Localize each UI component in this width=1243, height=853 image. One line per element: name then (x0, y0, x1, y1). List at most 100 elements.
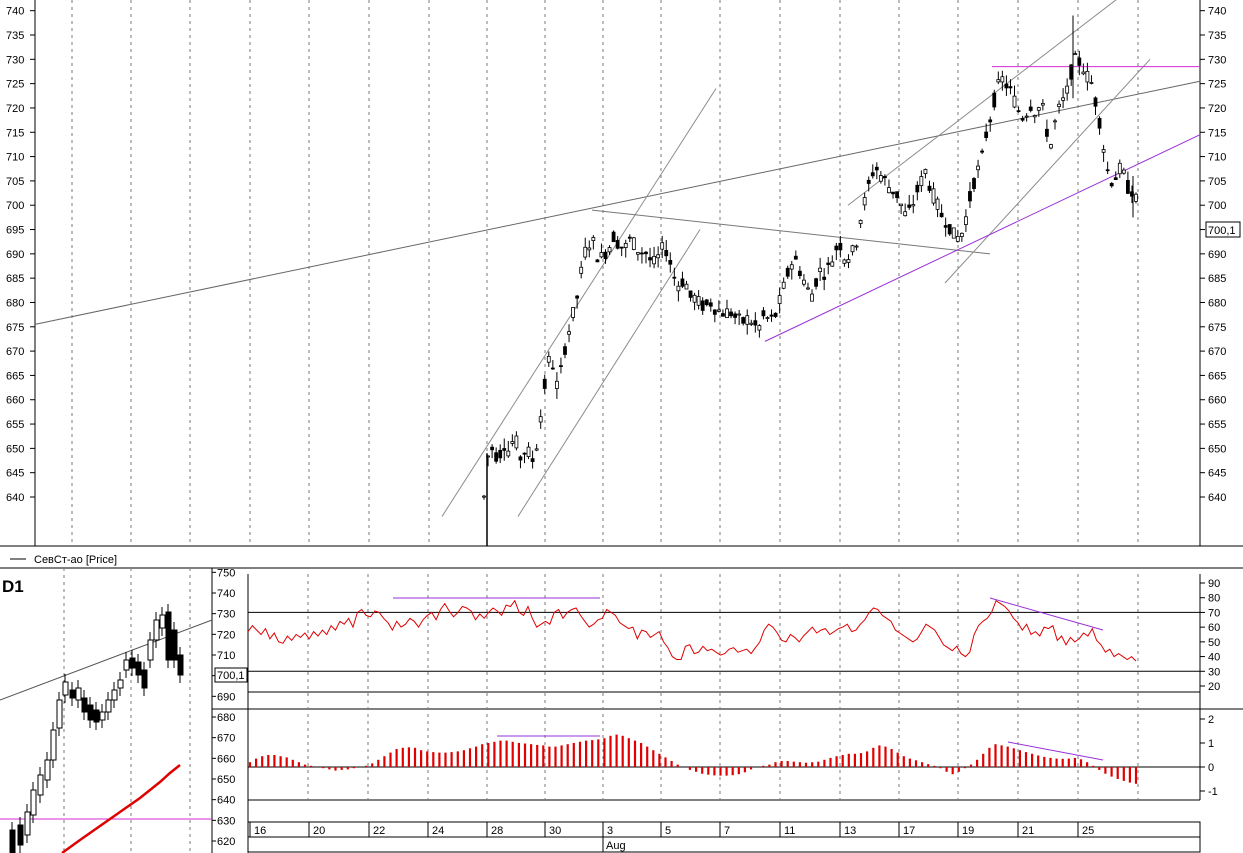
candle-body (1032, 115, 1037, 118)
candle-body (733, 313, 737, 318)
candle-body (1101, 149, 1106, 153)
candle-body (1053, 120, 1057, 123)
candle-body (878, 175, 883, 182)
candle-body (785, 267, 790, 277)
mini-price-marker: 700,1 (214, 667, 248, 683)
candle-body (546, 355, 551, 363)
date-tick-label: 7 (724, 825, 730, 837)
date-tick-label: 25 (1082, 825, 1094, 837)
mini-axis-label: 750 (217, 567, 235, 579)
mini-axis-label: 680 (217, 712, 235, 724)
candle-body (1085, 70, 1090, 83)
date-tick-label: 16 (254, 825, 266, 837)
date-tick-label: 13 (844, 825, 856, 837)
mini-axis-label: 650 (217, 774, 235, 786)
candle-body (1040, 103, 1045, 106)
candle-body (640, 252, 644, 255)
candle-body (635, 252, 640, 255)
mini-candle-body (123, 659, 130, 671)
candle-body (1069, 64, 1074, 80)
candle-body (506, 450, 511, 457)
candle-body (806, 287, 810, 290)
trendlines (34, 0, 1201, 517)
candle-body (789, 264, 794, 270)
price-tick-label-left: 695 (6, 225, 24, 237)
candle-body (887, 187, 891, 194)
candle-body (1134, 193, 1138, 202)
mini-candle-body (141, 669, 148, 689)
candle-body (534, 448, 539, 451)
candle-body (911, 204, 916, 207)
mini-candle-body (44, 759, 51, 781)
price-tick-label-right: 680 (1208, 297, 1226, 309)
price-tick-label-left: 685 (6, 273, 24, 285)
candle-body (854, 245, 859, 248)
macd-divergence-line (1007, 741, 1104, 761)
candle-body (579, 266, 584, 274)
candle-body (968, 191, 972, 202)
date-tick-label: 5 (665, 825, 671, 837)
candle-body (615, 240, 620, 249)
candle-body (721, 313, 725, 317)
price-tick-label-left: 735 (6, 30, 24, 42)
rsi-divergence-line (989, 597, 1104, 631)
price-tick-label-right: 735 (1208, 30, 1226, 42)
candle-body (664, 250, 669, 257)
candle-body (668, 260, 673, 265)
price-tick-label-right: 665 (1208, 370, 1226, 382)
mini-axis-label: 660 (217, 753, 235, 765)
candle-body (757, 325, 762, 331)
candle-body (980, 150, 985, 153)
candle-body (943, 225, 948, 228)
candle-body (842, 259, 847, 264)
candle-body (907, 204, 912, 208)
candle-body (595, 259, 600, 263)
mini-candle-body (99, 711, 106, 721)
mini-candle-body (62, 681, 69, 696)
candle-body (1073, 53, 1078, 56)
rsi-tick-label: 60 (1208, 622, 1220, 634)
price-tick-label-left: 680 (6, 297, 24, 309)
candle-body (591, 237, 596, 241)
candle-body (874, 166, 879, 171)
candle-body (834, 245, 839, 251)
mini-axis-label: 670 (217, 733, 235, 745)
timeframe-label: D1 (2, 577, 24, 596)
date-tick-label: 30 (549, 825, 561, 837)
mini-candle-body (24, 811, 31, 836)
macd-tick-label: 1 (1208, 738, 1214, 750)
candle-body (530, 458, 535, 462)
price-tick-label-right: 640 (1208, 492, 1226, 504)
candle-body (716, 309, 721, 312)
mini-candle-body (117, 679, 124, 689)
mini-axis-label: 620 (217, 836, 235, 848)
candle-body (518, 456, 523, 461)
candle-body (927, 185, 932, 191)
candle-body (1000, 76, 1005, 83)
candle-body (1028, 106, 1033, 111)
candle-body (797, 270, 802, 277)
rsi-panel: 20 30 40 50 60 70 80 90 (247, 578, 1220, 693)
price-tick-label-right: 710 (1208, 152, 1226, 164)
candle-body (802, 279, 806, 285)
mini-candle-body (105, 699, 112, 713)
candle-body (684, 283, 689, 290)
candle-body (1117, 162, 1122, 175)
price-tick-label-left: 665 (6, 370, 24, 382)
candle-body (660, 242, 665, 250)
mini-candle-body (87, 704, 94, 721)
candle-body (482, 495, 486, 498)
price-tick-label-left: 720 (6, 103, 24, 115)
candle-body (850, 245, 855, 253)
candle-body (554, 380, 559, 389)
mini-candle-body (37, 774, 44, 796)
price-tick-label-right: 730 (1208, 54, 1226, 66)
candle-body (939, 212, 944, 218)
candle-body (838, 242, 843, 251)
candle-body (692, 294, 697, 303)
candle-body (737, 313, 742, 316)
price-tick-label-right: 715 (1208, 127, 1226, 139)
candle-body (976, 165, 980, 171)
rsi-line (247, 599, 1137, 662)
